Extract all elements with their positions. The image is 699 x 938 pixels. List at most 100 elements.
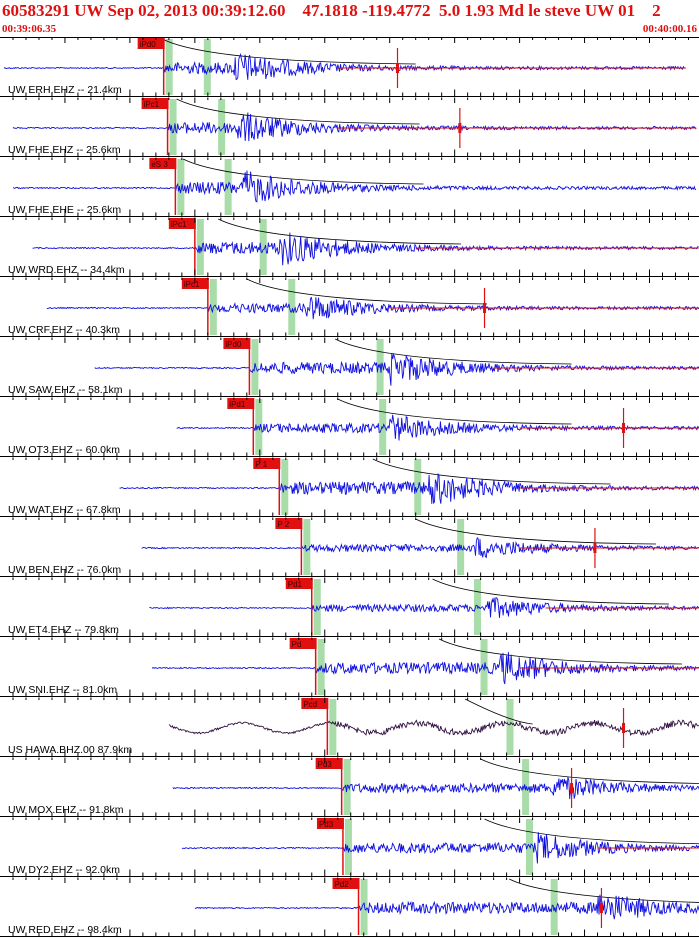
p-window [360, 879, 368, 935]
amplitude-curve [464, 698, 533, 725]
pick-flag [168, 218, 196, 229]
coda-end-box [458, 123, 462, 133]
pick-flag [253, 458, 281, 469]
s-window [414, 459, 422, 515]
station-label: UW FHE.EHZ -- 25.6km [8, 144, 121, 156]
waveform-trace [12, 112, 339, 142]
s-window [218, 99, 226, 155]
pick-flag [141, 98, 169, 109]
pick-label: Pcd [303, 700, 317, 709]
pick-flag [289, 638, 317, 649]
s-window [259, 219, 267, 275]
station-panel: iPc1 UW FHE.EHZ -- 25.6km [0, 97, 699, 157]
coda-end-box [483, 303, 487, 313]
waveform-trace [168, 719, 699, 737]
amplitude-curve [246, 278, 488, 305]
station-label: UW WAT.EHZ -- 67.8km [8, 504, 121, 516]
amplitude-curve [415, 518, 657, 545]
station-label: UW OT3.EHZ -- 60.0km [8, 444, 120, 456]
amplitude-curve [176, 98, 420, 125]
station-label: UW SNI.EHZ -- 81.0km [8, 684, 117, 696]
waveform-trace [141, 537, 521, 559]
coda-end-box [622, 723, 626, 733]
pick-label: Pd2 [335, 880, 350, 889]
station-label: US HAWA.BHZ.00 87.9km [8, 744, 132, 756]
waveform-trace [194, 894, 699, 920]
pick-label: iPd1 [229, 400, 246, 409]
station-panel: Pcd US HAWA.BHZ.00 87.9km [0, 697, 699, 757]
station-panel: Pd3 UW DY2.EHZ -- 92.0km [0, 817, 699, 877]
pick-label: iPc1 [171, 220, 187, 229]
plot-header: 60583291 UW Sep 02, 2013 00:39:12.60 47.… [0, 0, 699, 38]
waveform-trace [94, 352, 495, 386]
start-time: 00:39:06.35 [2, 23, 57, 35]
pick-flag [149, 158, 177, 169]
waveform-tail [597, 841, 699, 855]
p-window [169, 99, 177, 155]
s-window [550, 879, 558, 935]
station-label: UW ET4.EHZ -- 79.8km [8, 624, 119, 636]
waveform-trace [3, 52, 339, 81]
station-panel: P 2UW BEN.EHZ -- 76.0km [0, 517, 699, 577]
waveform-trace [12, 170, 697, 203]
pick-flag [301, 698, 329, 709]
amplitude-curve [432, 578, 669, 605]
waveform-trace [151, 652, 521, 685]
waveform-trace [149, 597, 547, 618]
station-panel: iPc1 UW CRF.EHZ -- 40.3km [0, 277, 699, 337]
station-panel: iPc1 UW WRD.EHZ -- 34.4km [0, 217, 699, 277]
amplitude-curve [337, 398, 572, 425]
p-window [329, 699, 337, 755]
pick-flag [332, 878, 360, 889]
pick-label: Pd1 [288, 580, 303, 589]
amplitude-curve [372, 458, 611, 485]
station-label: UW WRD.EHZ -- 34.4km [8, 264, 125, 276]
station-label: UW CRF.EHZ -- 40.3km [8, 324, 120, 336]
pick-flag [227, 398, 255, 409]
amplitude-curve [509, 878, 699, 903]
pick-label: Pd3 [318, 760, 333, 769]
coda-end-box [622, 423, 626, 433]
waveform-trace [176, 414, 521, 441]
s-window [522, 759, 530, 815]
pick-flag [285, 578, 313, 589]
waveform-trace [46, 296, 392, 320]
pick-label: iPc1 [184, 280, 200, 289]
p-window [281, 459, 289, 515]
station-label: UW DY2.EHZ -- 92.0km [8, 864, 120, 876]
waveform-tail [519, 657, 699, 679]
station-panel: Pd3 UW MOX.EHZ -- 91.8km [0, 757, 699, 817]
coda-end-box [599, 903, 603, 913]
pick-flag [137, 38, 165, 49]
station-panel: Pd1 UW ET4.EHZ -- 79.8km [0, 577, 699, 637]
p-window [303, 519, 311, 575]
pick-label: iPc1 [144, 100, 160, 109]
coda-end-box [395, 63, 399, 73]
pick-label: eS 3 [151, 160, 168, 169]
amplitude-curve [218, 218, 462, 245]
p-window [177, 159, 185, 215]
waveform-tail [519, 483, 699, 494]
amplitude-curve [182, 158, 424, 185]
pick-flag [181, 278, 209, 289]
pick-flag [315, 758, 343, 769]
pick-label: Pd3 [319, 820, 334, 829]
waveform-trace [32, 232, 417, 266]
pick-label: P 1 [255, 460, 267, 469]
pick-flag [275, 518, 303, 529]
waveform-trace [119, 472, 521, 505]
station-label: UW MOX.EHZ -- 91.8km [8, 804, 124, 816]
amplitude-curve [480, 758, 699, 784]
pick-flag [223, 338, 251, 349]
waveform-tail [520, 423, 699, 432]
pick-flag [316, 818, 344, 829]
waveform-trace [172, 777, 699, 800]
station-panel: iPd1 UW OT3.EHZ -- 60.0km [0, 397, 699, 457]
pick-label: Pd [292, 640, 302, 649]
event-title: 60583291 UW Sep 02, 2013 00:39:12.60 47.… [2, 1, 661, 20]
pick-label: iPd0 [140, 40, 157, 49]
